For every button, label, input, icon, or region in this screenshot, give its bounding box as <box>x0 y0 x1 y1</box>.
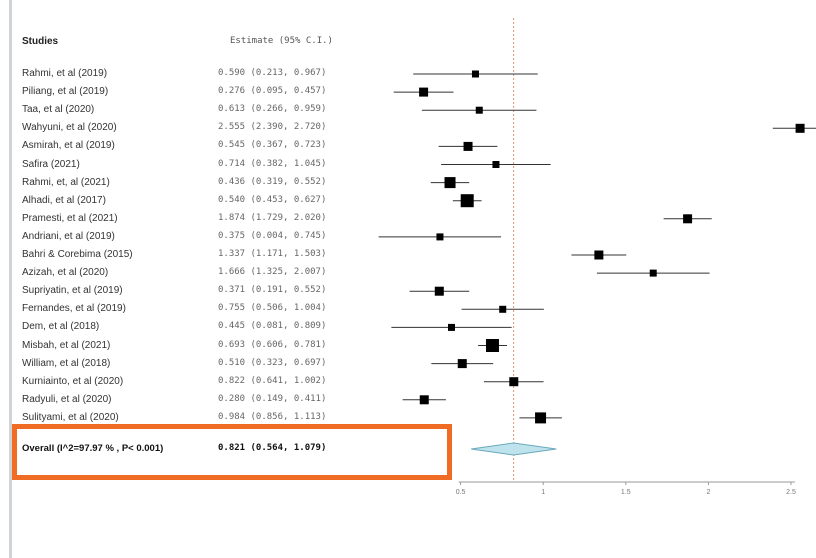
study-point-marker <box>448 324 455 331</box>
x-tick-label: 2 <box>706 489 710 496</box>
study-point-marker <box>436 233 443 240</box>
overall-diamond <box>471 443 556 455</box>
study-point-marker <box>472 71 479 78</box>
study-point-marker <box>796 124 805 133</box>
study-point-marker <box>509 377 518 386</box>
study-point-marker <box>445 177 456 188</box>
x-tick-label: 1 <box>541 489 545 496</box>
x-tick-label: 0.5 <box>456 489 466 496</box>
study-point-marker <box>535 412 546 423</box>
x-tick-label: 2.5 <box>786 489 796 496</box>
study-point-marker <box>650 270 657 277</box>
study-point-marker <box>499 306 506 313</box>
study-point-marker <box>486 339 499 352</box>
study-point-marker <box>420 395 429 404</box>
study-point-marker <box>594 251 603 260</box>
x-tick-label: 1.5 <box>621 489 631 496</box>
study-point-marker <box>492 161 499 168</box>
study-point-marker <box>458 359 467 368</box>
study-point-marker <box>464 142 473 151</box>
study-point-marker <box>435 287 444 296</box>
study-point-marker <box>419 88 428 97</box>
study-point-marker <box>683 214 692 223</box>
study-point-marker <box>476 107 483 114</box>
overall-highlight-box <box>12 424 452 480</box>
study-point-marker <box>461 194 474 207</box>
